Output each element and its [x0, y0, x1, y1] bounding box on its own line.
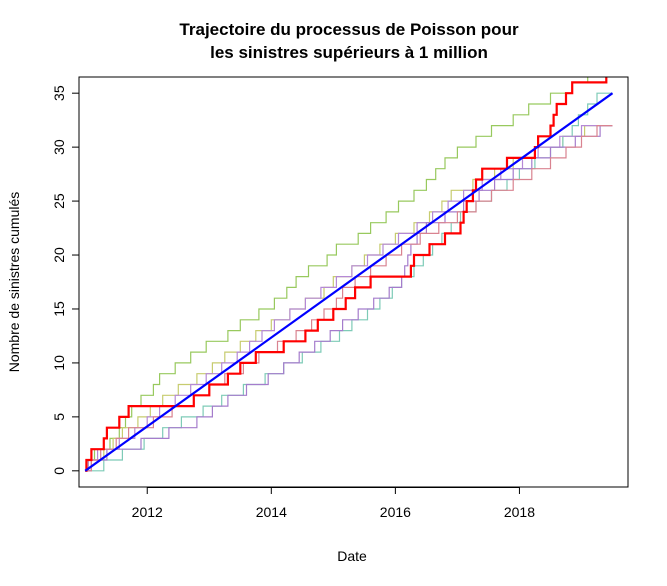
- y-tick-label: 30: [51, 139, 67, 155]
- simulated-trajectory-5: [85, 125, 613, 472]
- y-tick-label: 10: [51, 355, 67, 371]
- y-tick-label: 25: [51, 193, 67, 209]
- y-tick-label: 0: [51, 467, 67, 475]
- axes: 2012 2014 2016 2018 0 5 10 15 20 25 30 35: [51, 76, 629, 520]
- observed-trajectory: [85, 77, 608, 472]
- x-tick-label: 2014: [256, 504, 287, 520]
- expected-mean-line: [84, 92, 614, 472]
- simulated-trajectory-1: [85, 77, 589, 472]
- y-tick-label: 20: [51, 247, 67, 263]
- plot-frame: [78, 76, 629, 488]
- y-tick-label: 15: [51, 301, 67, 317]
- plot-area: [84, 77, 614, 472]
- x-axis-label: Date: [337, 548, 367, 564]
- x-tick-label: 2018: [504, 504, 535, 520]
- x-tick-label: 2012: [132, 504, 163, 520]
- chart-title-line-2: les sinistres supérieurs à 1 million: [210, 43, 488, 62]
- y-axis-label: Nombre de sinistres cumulés: [6, 192, 22, 373]
- y-tick-label: 5: [51, 413, 67, 421]
- x-tick-label: 2016: [380, 504, 411, 520]
- y-tick-label: 35: [51, 85, 67, 101]
- chart-title-line-1: Trajectoire du processus de Poisson pour: [179, 20, 519, 39]
- simulated-trajectory-6: [85, 125, 613, 472]
